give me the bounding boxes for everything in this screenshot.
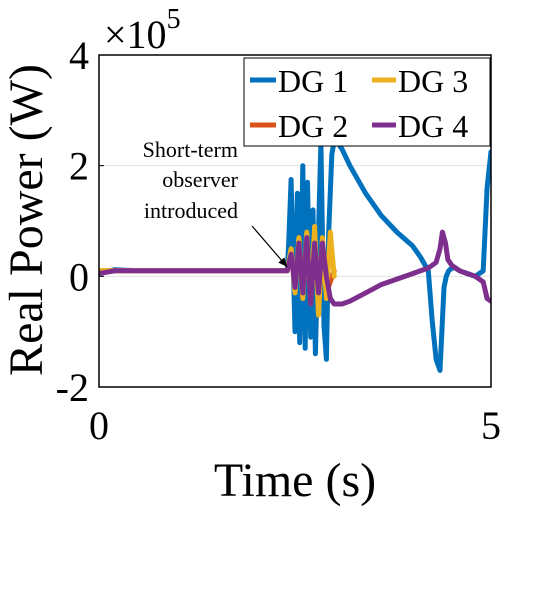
series-line-dg1: [99, 138, 491, 373]
y-tick-label-1: 0: [69, 254, 89, 299]
x-tick-label-1: 5: [481, 403, 501, 448]
legend-label-dg2: DG 2: [278, 108, 348, 144]
legend-label-dg1: DG 1: [278, 63, 348, 99]
y-exponent-label: ×105: [104, 4, 181, 57]
x-tick-label-0: 0: [89, 403, 109, 448]
annotation-line-3: introduced: [144, 198, 238, 223]
y-tick-label-3: 4: [69, 33, 89, 78]
legend-label-dg4: DG 4: [398, 108, 468, 144]
legend: DG 1 DG 3 DG 2 DG 4: [243, 57, 491, 147]
annotation: Short-term observer introduced: [143, 137, 288, 268]
series-layer: [99, 138, 491, 373]
y-tick-label-2: 2: [69, 144, 89, 189]
plot-frame: [98, 54, 492, 388]
y-exponent-power: 5: [167, 4, 181, 35]
series-line-dg4: [99, 229, 491, 307]
legend-box: [243, 57, 491, 147]
x-axis-label: Time (s): [214, 454, 376, 507]
y-axis-label: Real Power (W): [0, 64, 53, 376]
legend-label-dg3: DG 3: [398, 63, 468, 99]
annotation-line-1: Short-term: [143, 137, 238, 162]
y-tick-label-0: -2: [56, 365, 89, 410]
annotation-arrowhead: [278, 257, 288, 267]
annotation-line-2: observer: [162, 167, 238, 192]
